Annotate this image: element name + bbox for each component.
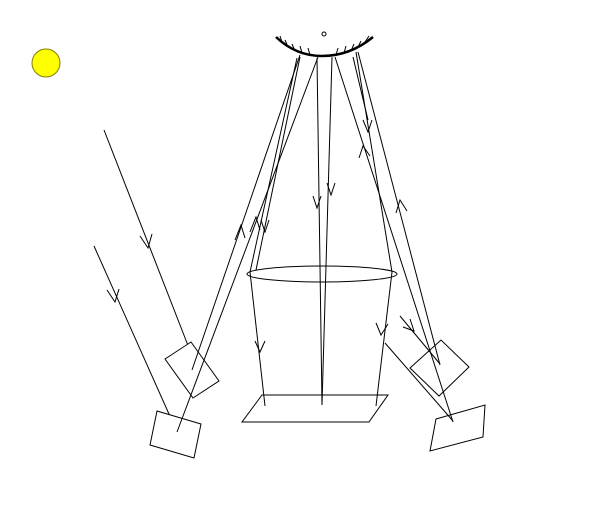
focus-arrow-center-left [312,195,322,210]
right-ray-a [357,51,441,366]
left-lower-mirror [149,410,202,459]
focus-arrow-right-lower [375,322,389,337]
right-lower-mirror [429,404,486,452]
left-ray-a-arrow [234,223,246,241]
dish-focus-point [321,31,327,37]
right-ray-b-arrow [358,144,371,159]
left-ray-b [176,56,319,433]
left-ray-a [191,54,301,371]
focus-ray-left-inner [255,56,301,271]
focus-arrow-left-inner [260,219,270,234]
sun-ray-upper-arrow [139,233,153,250]
sun-ray-upper [103,129,197,367]
right-ray-b [334,56,454,423]
focus-ray-center-left [316,57,323,406]
right-upper-mirror [409,339,470,397]
sun-ray-lower-arrow [106,288,120,304]
sun-ray-lower [93,245,178,433]
focus-ray-right-inner [352,56,369,121]
focus-arrow-left-lower [254,340,266,354]
focus-ray-right-outer [355,51,393,407]
right-ray-a-arrow [395,198,408,214]
right-incoming-a [399,315,441,365]
dish-ticks [279,35,370,56]
focus-arrow-right-inner [362,119,373,134]
sun [31,48,61,78]
receiver-plate [241,394,389,423]
focus-ray-left-outer [249,57,298,407]
focus-ray-center-right [321,56,333,406]
right-incoming-b [384,342,454,422]
left-ray-b-arrow [249,215,261,233]
right-incoming-a-arrow [402,318,415,332]
focus-arrow-center-right [326,182,336,197]
lens [246,265,398,283]
